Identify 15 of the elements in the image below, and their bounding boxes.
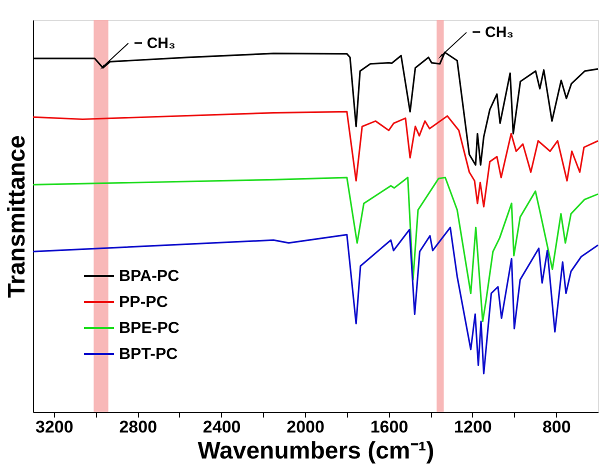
x-tick-label: 1600 (370, 418, 408, 436)
y-axis-title: Transmittance (4, 135, 30, 298)
x-tick-label: 2000 (286, 418, 324, 436)
legend-label: BPE-PC (119, 320, 180, 337)
x-tick-label: 1200 (454, 418, 492, 436)
x-tick-label: 2800 (119, 418, 158, 436)
x-tick-label: 800 (542, 418, 571, 436)
annotation: − CH₃ (134, 34, 176, 52)
legend-label: BPT-PC (119, 346, 178, 363)
x-tick-label: 2400 (202, 418, 241, 436)
legend-label: BPA-PC (119, 268, 180, 285)
legend-label: PP-PC (119, 294, 168, 311)
x-tick-label: 3200 (36, 418, 74, 436)
annotation: − CH₃ (472, 24, 514, 41)
x-axis-title: Wavenumbers (cm⁻¹) (198, 438, 434, 464)
